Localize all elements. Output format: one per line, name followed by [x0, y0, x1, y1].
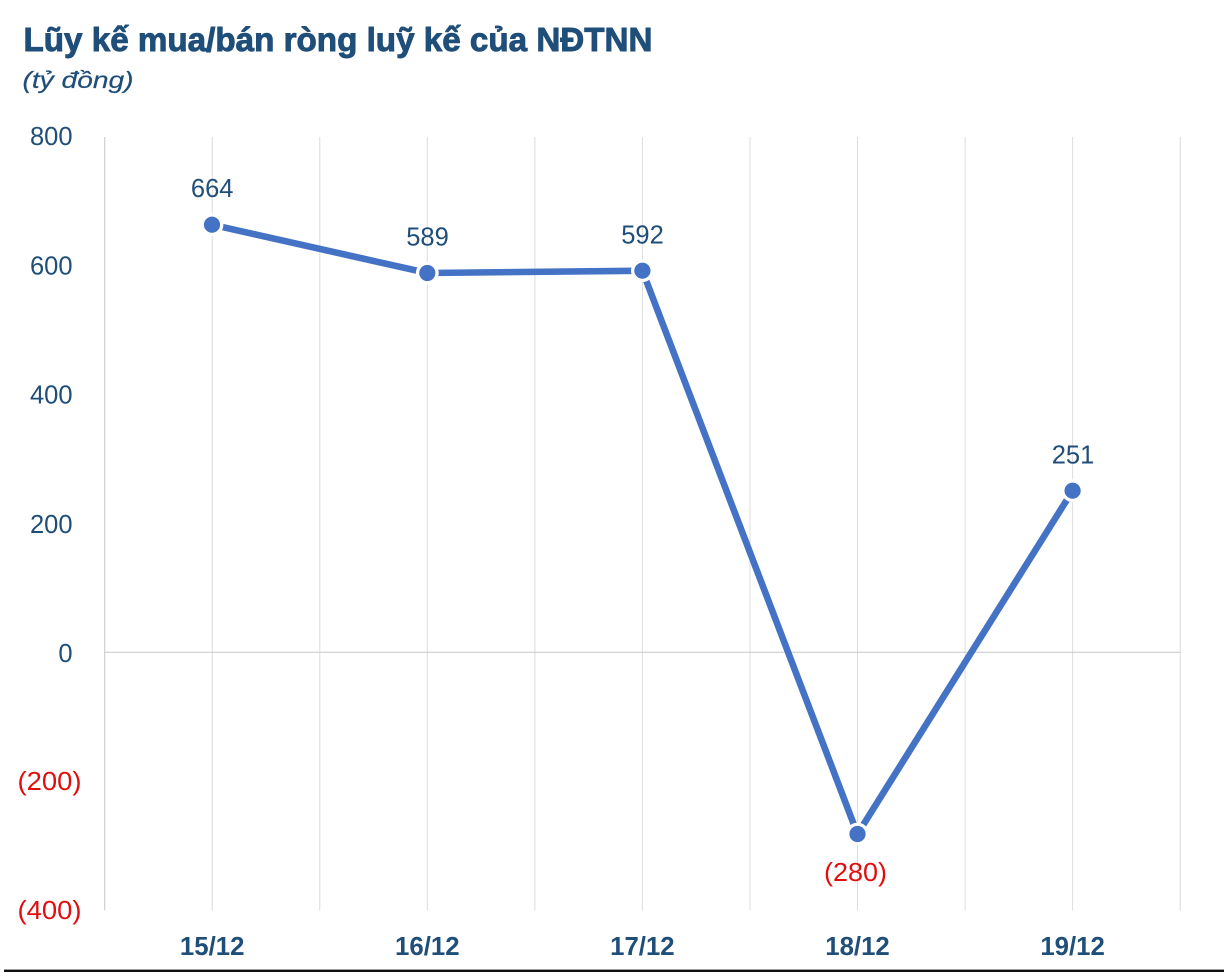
svg-text:664: 664	[191, 175, 234, 203]
svg-text:Lũy kế mua/bán ròng luỹ kế của: Lũy kế mua/bán ròng luỹ kế của NĐTNN	[24, 22, 653, 59]
svg-text:592: 592	[621, 222, 664, 250]
svg-text:251: 251	[1052, 442, 1095, 470]
svg-text:(tỷ đồng): (tỷ đồng)	[23, 67, 134, 93]
svg-text:800: 800	[30, 123, 73, 151]
svg-text:589: 589	[406, 223, 449, 251]
svg-text:600: 600	[30, 252, 73, 280]
svg-text:(200): (200)	[18, 768, 82, 796]
svg-text:200: 200	[30, 511, 73, 539]
svg-text:400: 400	[30, 382, 73, 410]
svg-text:16/12: 16/12	[395, 933, 460, 961]
svg-text:18/12: 18/12	[825, 933, 890, 961]
svg-text:(280): (280)	[824, 859, 887, 887]
svg-text:17/12: 17/12	[610, 933, 675, 961]
svg-text:15/12: 15/12	[180, 933, 245, 961]
svg-text:0: 0	[58, 640, 72, 668]
svg-text:(400): (400)	[18, 897, 82, 925]
svg-text:19/12: 19/12	[1040, 933, 1105, 961]
